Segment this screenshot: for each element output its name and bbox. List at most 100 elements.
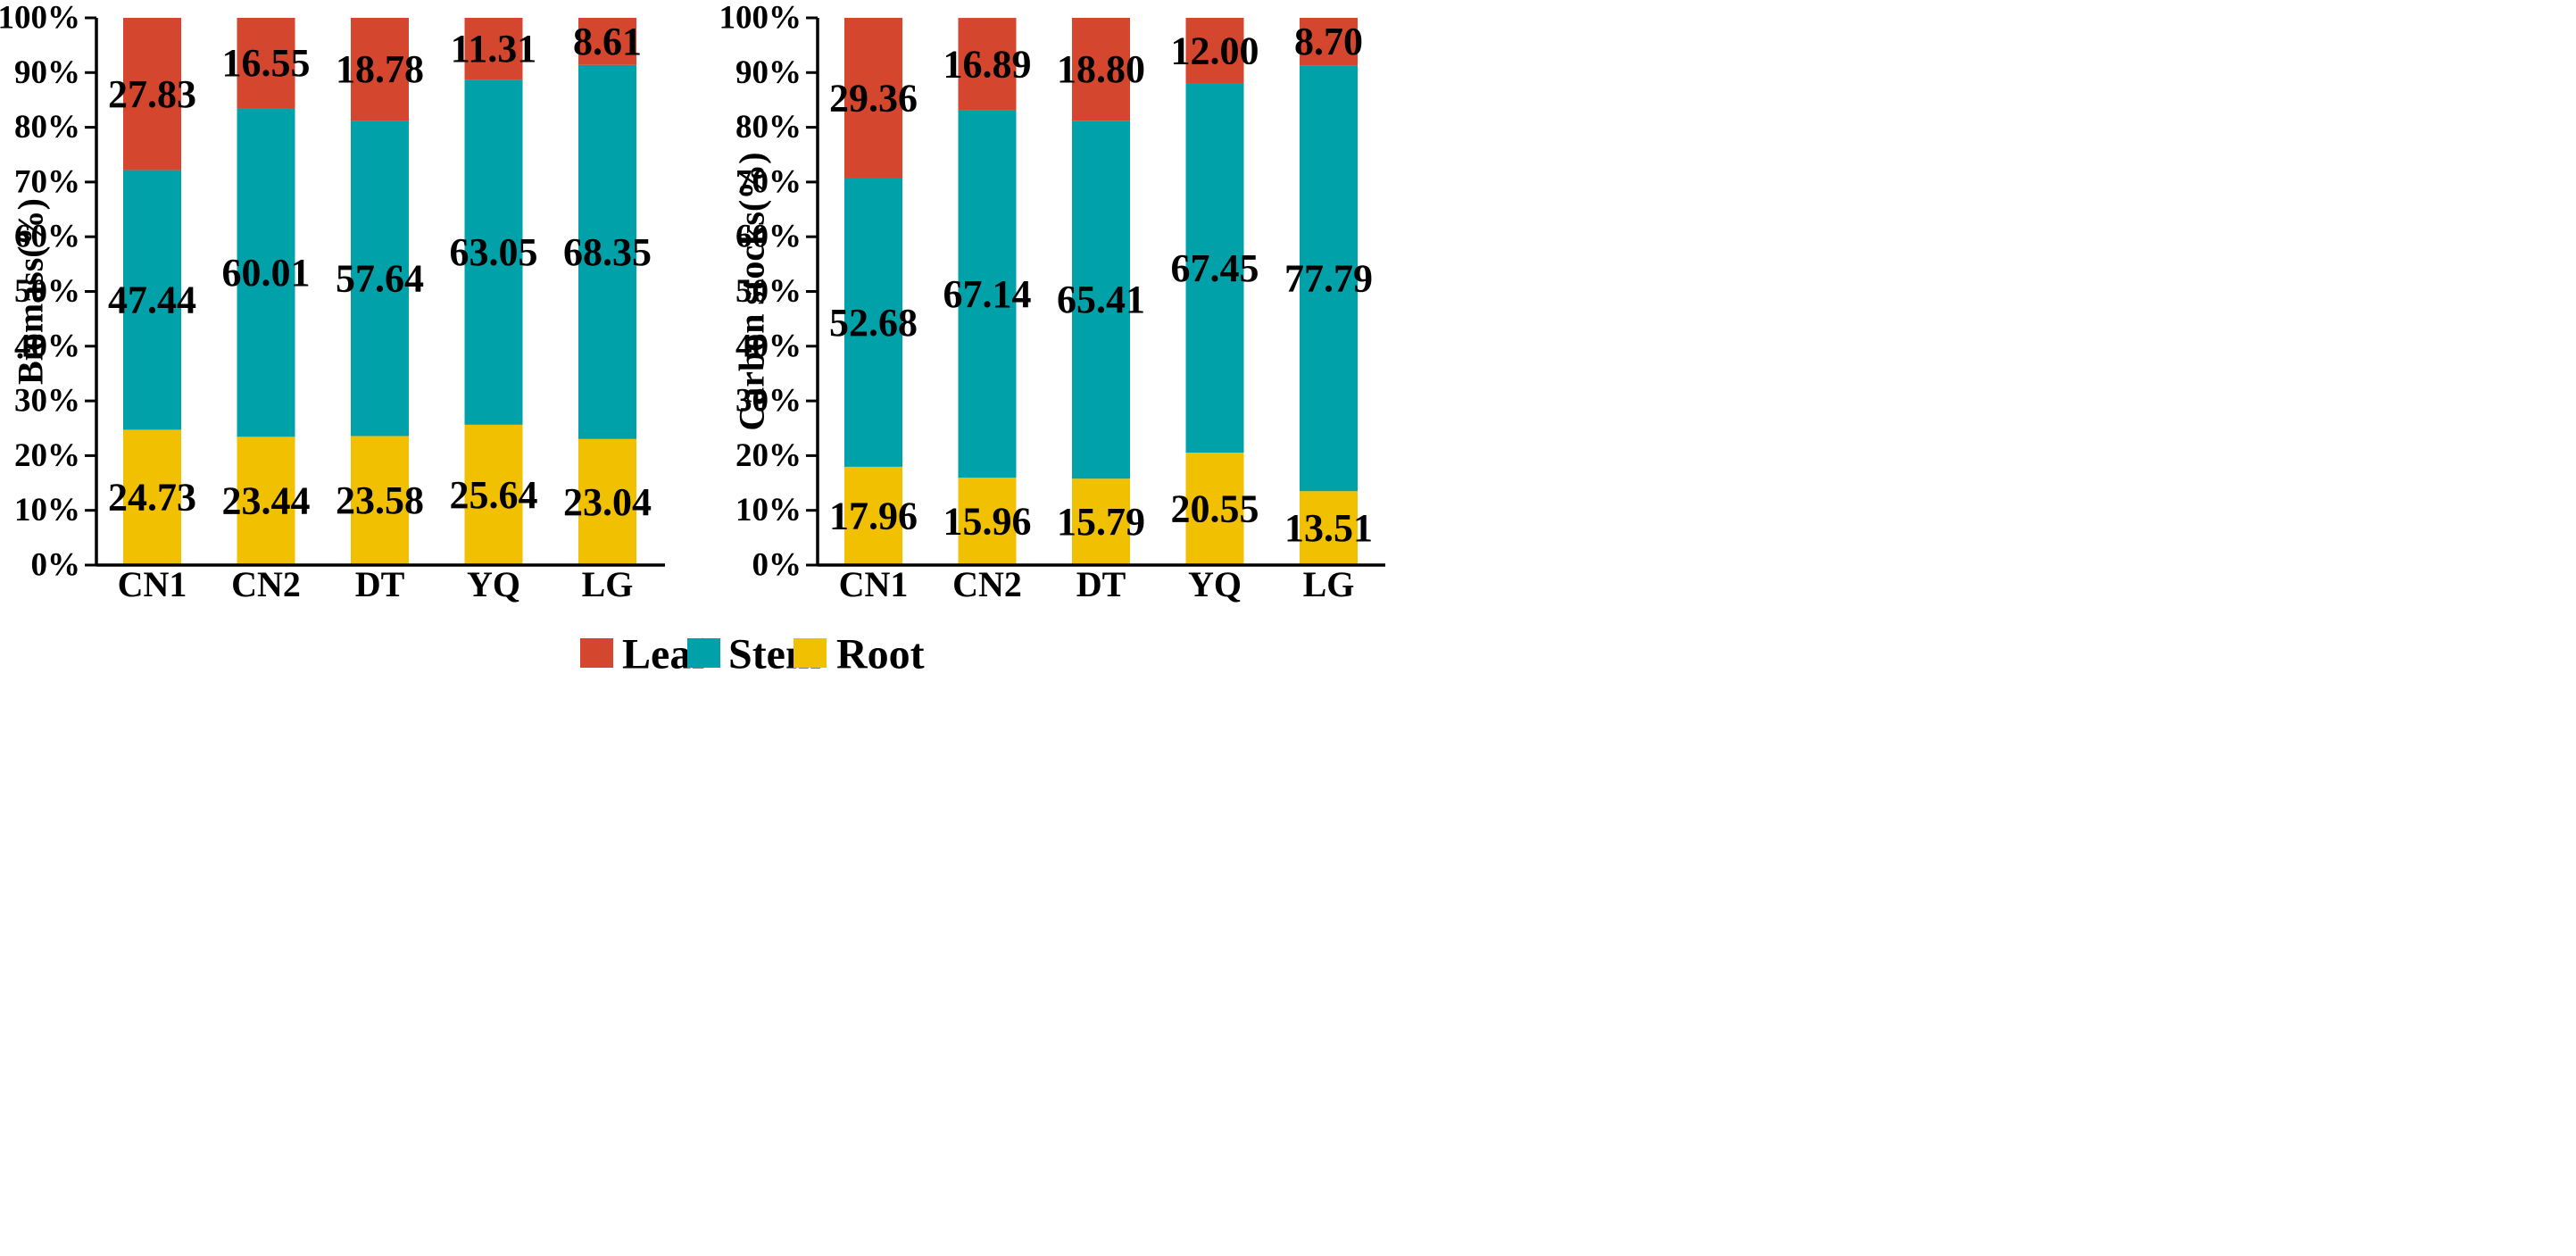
bar-root-lg bbox=[1300, 491, 1358, 565]
y-tick-label: 20% bbox=[735, 437, 802, 474]
data-label-root-yq: 25.64 bbox=[450, 473, 538, 517]
bar-root-cn1 bbox=[123, 429, 181, 565]
data-label-leaf-dt: 18.78 bbox=[336, 47, 424, 91]
bar-leaf-cn2 bbox=[237, 18, 295, 109]
x-tick-label-lg: LG bbox=[1303, 564, 1355, 604]
y-tick-label: 100% bbox=[719, 0, 802, 37]
x-tick-label-lg: LG bbox=[582, 564, 634, 604]
data-label-root-lg: 13.51 bbox=[1284, 506, 1373, 550]
bar-stem-dt bbox=[351, 121, 409, 437]
data-label-stem-cn1: 47.44 bbox=[108, 279, 196, 322]
y-tick-label: 0% bbox=[752, 547, 802, 584]
y-tick-label: 60% bbox=[735, 219, 802, 255]
data-label-root-cn1: 24.73 bbox=[108, 476, 196, 520]
y-tick-label: 70% bbox=[14, 163, 80, 200]
y-tick-label: 100% bbox=[0, 0, 80, 37]
data-label-stem-yq: 67.45 bbox=[1171, 246, 1259, 290]
data-label-root-cn1: 17.96 bbox=[829, 494, 918, 537]
y-tick-label: 30% bbox=[735, 383, 802, 420]
x-tick-label-cn1: CN1 bbox=[118, 564, 187, 604]
y-tick-label: 90% bbox=[14, 54, 80, 91]
data-label-root-yq: 20.55 bbox=[1171, 487, 1259, 531]
x-tick-label-cn2: CN2 bbox=[952, 564, 1022, 604]
data-label-leaf-cn1: 27.83 bbox=[108, 72, 196, 116]
y-axis-title: Biomass(%) bbox=[11, 198, 51, 385]
x-tick-label-dt: DT bbox=[1076, 564, 1126, 604]
bar-leaf-cn1 bbox=[123, 18, 181, 171]
bar-leaf-dt bbox=[1072, 18, 1130, 121]
data-label-stem-lg: 77.79 bbox=[1284, 256, 1373, 300]
bar-root-cn1 bbox=[844, 466, 902, 565]
bar-root-lg bbox=[578, 438, 636, 565]
data-label-stem-cn2: 67.14 bbox=[943, 272, 1032, 316]
legend-swatch-leaf bbox=[580, 638, 613, 668]
y-axis-title: Carbon stocks(%) bbox=[732, 152, 772, 430]
data-label-stem-dt: 65.41 bbox=[1057, 278, 1145, 321]
y-tick-label: 60% bbox=[14, 219, 80, 255]
carbon-stocks-chart: 17.96 52.68 29.36 CN1 15.96 67.14 16.89 CN2 15.7… bbox=[719, 0, 1385, 604]
data-label-leaf-cn2: 16.89 bbox=[943, 42, 1032, 86]
y-tick-label: 10% bbox=[735, 492, 802, 528]
bar-stem-cn1 bbox=[123, 170, 181, 430]
x-tick-label-yq: YQ bbox=[467, 564, 520, 604]
bar-root-cn2 bbox=[958, 478, 1017, 565]
bar-stem-lg bbox=[578, 64, 636, 439]
data-label-leaf-dt: 18.80 bbox=[1057, 47, 1145, 91]
data-label-root-lg: 23.04 bbox=[563, 480, 652, 524]
bar-leaf-yq bbox=[1185, 18, 1244, 84]
bar-stem-yq bbox=[1185, 83, 1244, 453]
data-label-stem-lg: 68.35 bbox=[563, 230, 652, 274]
data-label-root-cn2: 23.44 bbox=[222, 479, 311, 523]
data-label-root-cn2: 15.96 bbox=[943, 500, 1032, 544]
legend-swatch-root bbox=[794, 638, 827, 668]
data-label-root-dt: 23.58 bbox=[336, 478, 424, 522]
data-label-leaf-cn1: 29.36 bbox=[829, 76, 918, 120]
bar-leaf-cn2 bbox=[958, 18, 1017, 111]
bar-root-dt bbox=[1072, 478, 1130, 565]
biomass-chart: 24.73 47.44 27.83 CN1 23.44 60.01 16.55 CN2 23.5… bbox=[0, 0, 665, 604]
bar-stem-yq bbox=[464, 79, 523, 425]
y-tick-label: 50% bbox=[735, 273, 802, 310]
data-label-leaf-yq: 11.31 bbox=[451, 27, 537, 71]
bar-root-cn2 bbox=[237, 437, 295, 565]
x-tick-label-dt: DT bbox=[355, 564, 405, 604]
data-label-stem-dt: 57.64 bbox=[336, 256, 424, 300]
data-label-stem-cn2: 60.01 bbox=[222, 251, 311, 295]
bar-stem-lg bbox=[1300, 65, 1358, 492]
bar-leaf-lg bbox=[578, 18, 636, 65]
legend-swatch-stem bbox=[687, 638, 720, 668]
data-label-root-dt: 15.79 bbox=[1057, 500, 1145, 544]
bar-leaf-cn1 bbox=[844, 18, 902, 179]
data-label-leaf-cn2: 16.55 bbox=[222, 41, 311, 85]
y-tick-label: 40% bbox=[14, 328, 80, 364]
y-tick-label: 30% bbox=[14, 383, 80, 420]
bar-leaf-lg bbox=[1300, 18, 1358, 66]
y-tick-label: 80% bbox=[735, 109, 802, 146]
data-label-stem-cn1: 52.68 bbox=[829, 301, 918, 345]
bar-stem-cn2 bbox=[958, 110, 1017, 478]
bar-stem-dt bbox=[1072, 121, 1130, 479]
y-tick-label: 80% bbox=[14, 109, 80, 146]
y-tick-label: 20% bbox=[14, 437, 80, 474]
y-tick-label: 90% bbox=[735, 54, 802, 91]
legend-label-root: Root bbox=[836, 631, 925, 678]
bar-stem-cn1 bbox=[844, 178, 902, 467]
bar-stem-cn2 bbox=[237, 108, 295, 437]
y-tick-label: 0% bbox=[31, 547, 81, 584]
y-tick-label: 70% bbox=[735, 163, 802, 200]
bar-root-yq bbox=[464, 424, 523, 565]
x-tick-label-cn1: CN1 bbox=[839, 564, 909, 604]
data-label-stem-yq: 63.05 bbox=[450, 230, 538, 274]
bar-root-yq bbox=[1185, 453, 1244, 565]
x-tick-label-yq: YQ bbox=[1188, 564, 1242, 604]
bar-leaf-dt bbox=[351, 18, 409, 121]
y-tick-label: 50% bbox=[14, 273, 80, 310]
bar-root-dt bbox=[351, 436, 409, 565]
data-label-leaf-yq: 12.00 bbox=[1171, 29, 1259, 72]
y-tick-label: 40% bbox=[735, 328, 802, 364]
data-label-leaf-lg: 8.70 bbox=[1294, 20, 1363, 63]
y-tick-label: 10% bbox=[14, 492, 80, 528]
x-tick-label-cn2: CN2 bbox=[231, 564, 301, 604]
